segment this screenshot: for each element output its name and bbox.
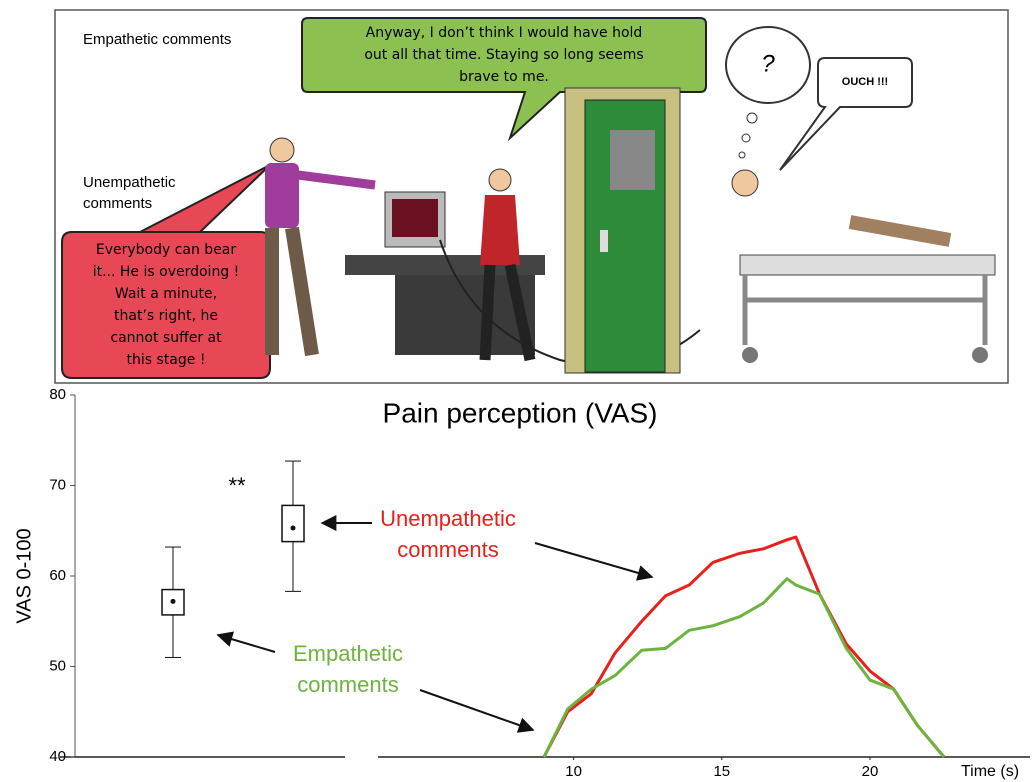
y-tick-label: 60 bbox=[49, 567, 66, 584]
box bbox=[281, 504, 305, 543]
x-tick-label: 20 bbox=[862, 763, 879, 780]
y-tick-label: 50 bbox=[49, 657, 66, 674]
door-window bbox=[610, 130, 655, 190]
series-line bbox=[542, 535, 946, 758]
arrow bbox=[216, 631, 276, 653]
thought-text: ? bbox=[761, 50, 775, 77]
bubble-text: brave to me. bbox=[459, 69, 549, 85]
x-tick-label: 15 bbox=[713, 763, 730, 780]
person bbox=[265, 163, 299, 228]
bed bbox=[739, 254, 996, 276]
y-axis-label: VAS 0-100 bbox=[13, 528, 35, 623]
mean-dot bbox=[290, 525, 296, 531]
person bbox=[479, 263, 536, 362]
thought-bubble bbox=[741, 133, 751, 143]
speech-bubble bbox=[779, 57, 913, 171]
person bbox=[269, 137, 295, 163]
y-tick-label: 70 bbox=[49, 476, 66, 493]
unempathetic-label: comments bbox=[83, 195, 152, 212]
empathetic-label: Empathetic comments bbox=[83, 31, 231, 48]
y-tick-label: 80 bbox=[49, 386, 66, 403]
bubble-text: cannot suffer at bbox=[110, 330, 222, 346]
series-label: Unempathetic bbox=[380, 506, 516, 531]
series-line bbox=[542, 577, 946, 758]
thought-bubble bbox=[738, 151, 746, 159]
y-tick-label: 40 bbox=[49, 748, 66, 765]
person bbox=[488, 168, 512, 192]
bed bbox=[742, 275, 988, 345]
bubble-text: this stage ! bbox=[127, 352, 206, 368]
person bbox=[731, 169, 759, 197]
bubble-text: Everybody can bear bbox=[96, 242, 237, 258]
significance: ** bbox=[228, 473, 246, 498]
bubble-text: Wait a minute, bbox=[115, 286, 217, 302]
shout-text: OUCH !!! bbox=[842, 76, 888, 88]
bubble-text: out all that time. Staying so long seems bbox=[364, 47, 643, 63]
series-label: Empathetic bbox=[293, 641, 403, 666]
wheel bbox=[742, 347, 758, 363]
arrow bbox=[419, 689, 535, 733]
person bbox=[480, 195, 520, 265]
thought-bubble bbox=[725, 26, 811, 104]
x-axis-label: Time (s) bbox=[961, 763, 1019, 780]
person bbox=[297, 170, 376, 190]
bubble-text: that’s right, he bbox=[114, 308, 218, 324]
speech-bubble bbox=[301, 17, 707, 142]
screen bbox=[392, 199, 438, 237]
person bbox=[848, 215, 952, 247]
person bbox=[265, 226, 319, 357]
wheel bbox=[972, 347, 988, 363]
arrow bbox=[534, 542, 654, 581]
bubble-text: it... He is overdoing ! bbox=[93, 264, 240, 280]
series-label: comments bbox=[297, 672, 398, 697]
bubble-text: Anyway, I don’t think I would have hold bbox=[366, 25, 643, 41]
chart-title: Pain perception (VAS) bbox=[383, 397, 658, 428]
series-label: comments bbox=[397, 537, 498, 562]
x-tick-label: 10 bbox=[565, 763, 582, 780]
door-handle bbox=[600, 230, 608, 252]
unempathetic-label: Unempathetic bbox=[83, 174, 176, 191]
mean-dot bbox=[170, 598, 176, 604]
thought-bubble bbox=[746, 112, 758, 124]
